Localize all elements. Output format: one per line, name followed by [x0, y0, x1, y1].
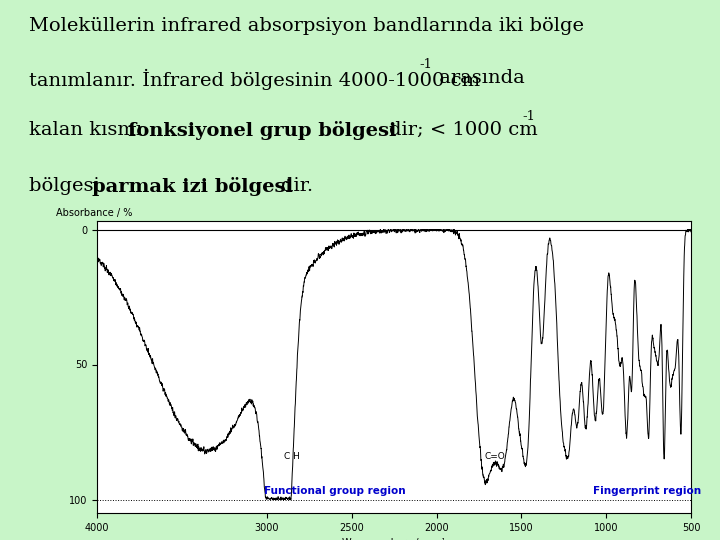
X-axis label: Wavenumbers / cm⁻¹: Wavenumbers / cm⁻¹ — [343, 538, 446, 540]
Text: fonksiyonel grup bölgesi: fonksiyonel grup bölgesi — [128, 121, 397, 140]
Text: -1: -1 — [420, 58, 433, 71]
Text: dir; < 1000 cm: dir; < 1000 cm — [389, 121, 538, 139]
Text: Absorbance / %: Absorbance / % — [55, 208, 132, 219]
Text: dir.: dir. — [281, 177, 313, 195]
Text: C H: C H — [284, 452, 300, 461]
Text: C=O: C=O — [484, 452, 505, 461]
Text: Moleküllerin infrared absorpsiyon bandlarında iki bölge: Moleküllerin infrared absorpsiyon bandla… — [29, 17, 584, 35]
Text: -1: -1 — [523, 110, 536, 123]
Text: bölgesi: bölgesi — [29, 177, 106, 195]
Text: Functional group region: Functional group region — [264, 486, 405, 496]
Text: arasında: arasında — [433, 69, 525, 87]
Text: tanımlanır. İnfrared bölgesinin 4000-1000 cm: tanımlanır. İnfrared bölgesinin 4000-100… — [29, 69, 480, 90]
Text: Fingerprint region: Fingerprint region — [593, 486, 701, 496]
Text: parmak izi bölgesi: parmak izi bölgesi — [92, 177, 293, 196]
Text: kalan kısmı: kalan kısmı — [29, 121, 148, 139]
